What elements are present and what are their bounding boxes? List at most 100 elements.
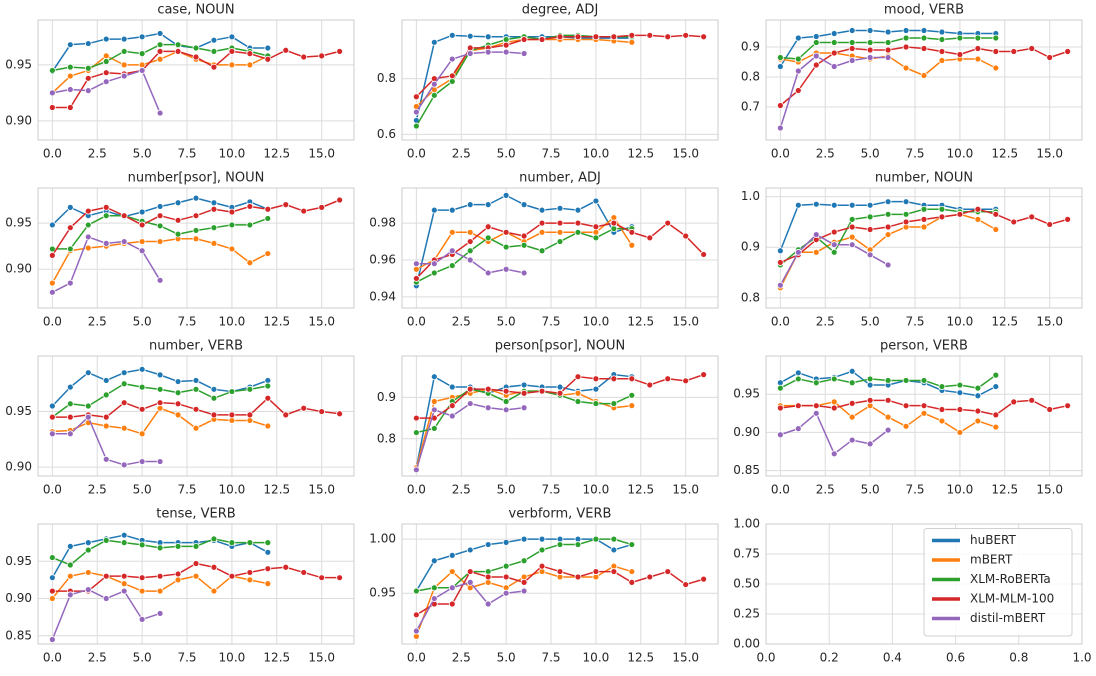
point	[84, 244, 92, 252]
point	[48, 279, 56, 287]
point	[628, 402, 636, 410]
point	[448, 568, 456, 575]
x-tick-label: 15.0	[1036, 147, 1063, 161]
panel-title: person, VERB	[880, 339, 968, 354]
panel-title: mood, VERB	[884, 3, 964, 18]
y-tick-label: 0.95	[5, 216, 32, 230]
point	[556, 568, 564, 575]
point	[264, 377, 272, 384]
panel: verbform, VERB 0.0 2.5 5.0 7.5 10.0 12.5 15.0 0.…	[369, 507, 719, 665]
point	[920, 402, 928, 410]
x-tick-label: 5.0	[497, 315, 516, 329]
x-tick-label: 7.5	[177, 147, 196, 161]
point	[830, 201, 838, 209]
point	[1010, 398, 1018, 406]
point	[138, 587, 146, 595]
point	[884, 377, 892, 384]
point	[102, 239, 110, 247]
point	[830, 248, 838, 256]
point	[794, 55, 802, 63]
point	[502, 243, 510, 251]
point	[448, 600, 456, 608]
point	[156, 238, 164, 245]
point	[538, 206, 546, 214]
point	[120, 572, 128, 580]
point	[502, 265, 510, 273]
point	[610, 214, 618, 221]
point	[412, 429, 420, 436]
point	[156, 544, 164, 552]
point	[192, 44, 200, 52]
x-tick-label: 0.0	[756, 651, 775, 665]
point	[484, 600, 492, 608]
point	[830, 241, 838, 249]
point	[430, 584, 438, 592]
axes-frame	[37, 187, 355, 309]
point	[264, 205, 272, 213]
point	[300, 569, 308, 576]
point	[156, 587, 164, 595]
point	[884, 223, 892, 231]
point	[192, 377, 200, 384]
x-tick-label: 0.0	[407, 483, 426, 497]
y-tick-label: 0.8	[377, 71, 396, 85]
point	[848, 223, 856, 231]
point	[192, 235, 200, 243]
x-tick-label: 10.0	[583, 147, 610, 161]
point	[956, 51, 964, 58]
point	[794, 425, 802, 433]
point	[848, 39, 856, 46]
point	[628, 228, 636, 236]
axes-frame	[401, 187, 719, 309]
point	[174, 411, 182, 419]
point	[574, 33, 582, 41]
point	[520, 381, 528, 389]
x-tick-label: 2.5	[452, 483, 471, 497]
point	[156, 404, 164, 412]
point	[84, 402, 92, 410]
point	[448, 206, 456, 214]
x-tick-label: 12.5	[263, 315, 290, 329]
point	[246, 203, 254, 210]
axes-frame	[765, 19, 1083, 141]
x-tick-label: 5.0	[497, 651, 516, 665]
point	[628, 541, 636, 548]
point	[138, 221, 146, 229]
point	[812, 52, 820, 60]
point	[264, 548, 272, 556]
point	[192, 542, 200, 550]
point	[866, 39, 874, 46]
point	[520, 557, 528, 565]
point	[848, 367, 856, 375]
point	[956, 406, 964, 413]
point	[974, 392, 982, 400]
point	[120, 399, 128, 407]
point	[430, 80, 438, 88]
point	[48, 574, 56, 582]
point	[866, 54, 874, 61]
point	[448, 228, 456, 236]
point	[866, 27, 874, 34]
axes-frame	[765, 187, 1083, 309]
point	[974, 45, 982, 52]
point	[520, 535, 528, 543]
point	[538, 546, 546, 554]
point	[120, 212, 128, 220]
point	[466, 44, 474, 52]
point	[920, 27, 928, 34]
x-tick-label: 2.5	[816, 315, 835, 329]
point	[84, 221, 92, 229]
x-tick-label: 15.0	[308, 315, 335, 329]
point	[538, 387, 546, 395]
point	[138, 383, 146, 391]
point	[210, 205, 218, 213]
point	[138, 458, 146, 465]
point	[556, 219, 564, 227]
point	[336, 196, 344, 204]
point	[830, 228, 838, 236]
point	[556, 238, 564, 245]
point	[592, 228, 600, 236]
point	[102, 572, 110, 580]
point	[174, 41, 182, 49]
point	[156, 610, 164, 617]
